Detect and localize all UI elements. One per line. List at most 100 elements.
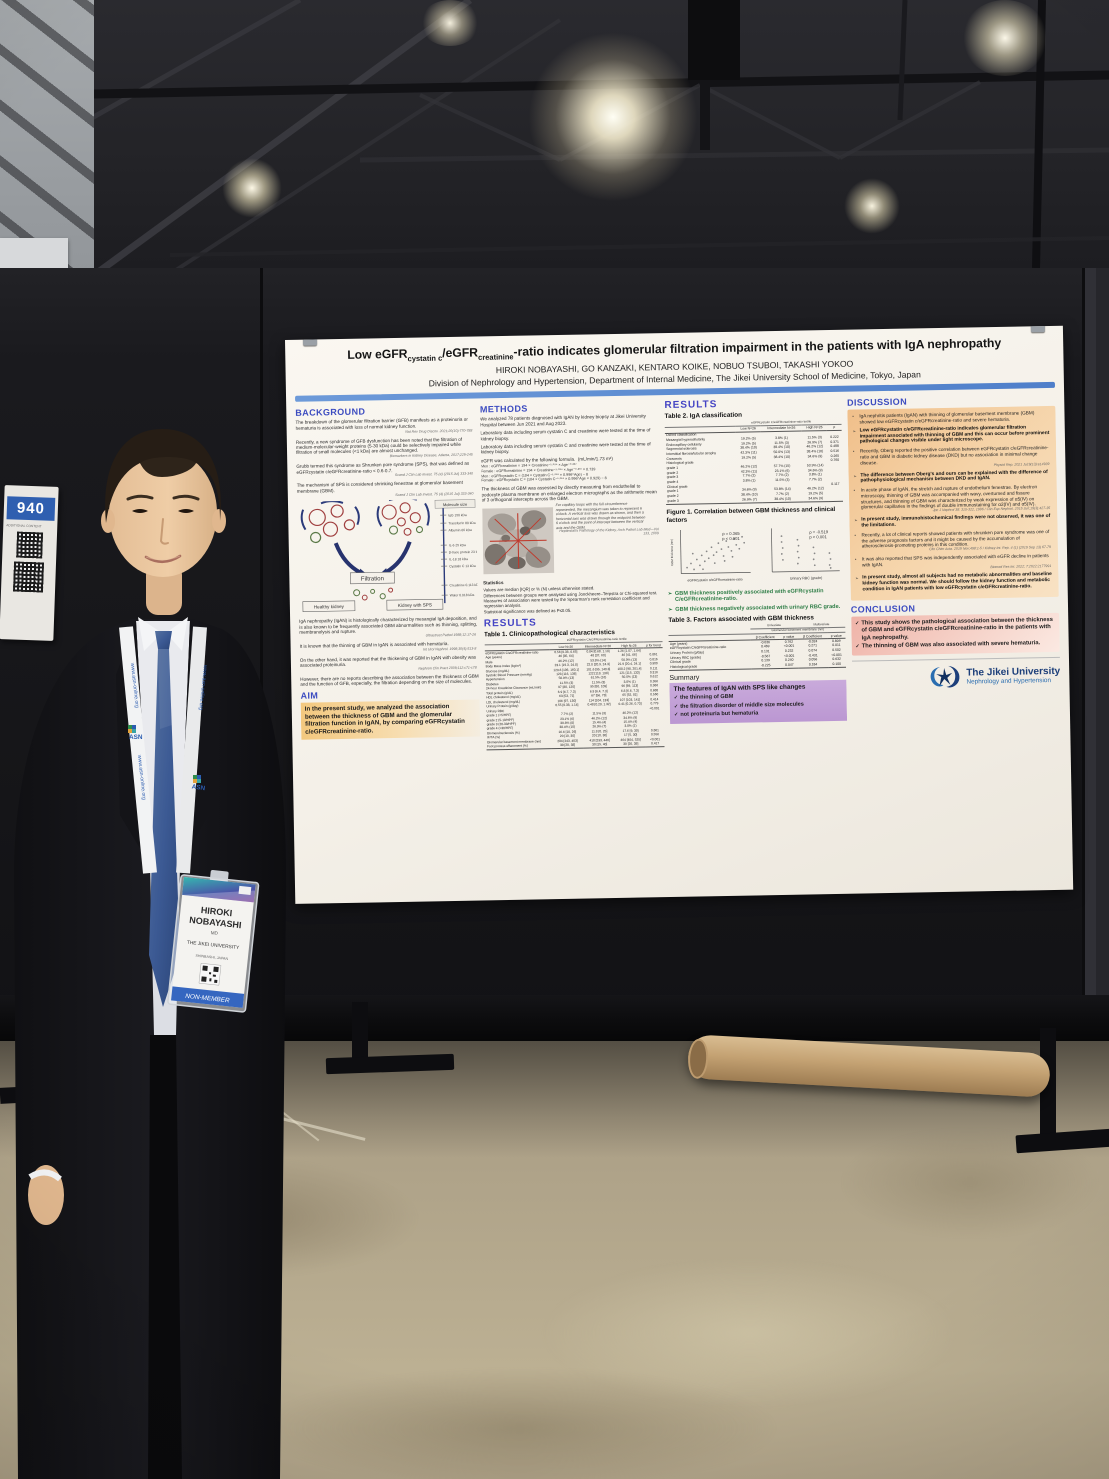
university-logo: The Jikei University Nephrology and Hype…: [851, 656, 1061, 694]
discussion-item: ➢ Low eGFRcystatin c/eGFRcreatinine-rati…: [852, 425, 1050, 445]
discussion-item: • Recently, a lot of clinical reports sh…: [854, 529, 1051, 552]
hair-fringe: [140, 457, 196, 477]
check-icon: ✓: [855, 643, 860, 650]
discussion-item: • Recently, Oberg reported the positive …: [852, 445, 1050, 467]
bullet-icon: •: [854, 556, 857, 562]
electron-micrograph: [481, 507, 554, 575]
tie-blade: [149, 649, 180, 1007]
column-background: BACKGROUND The breakdown of the glomerul…: [295, 404, 482, 879]
eyebrow: [172, 494, 200, 501]
asn-logo-icon: ASN: [191, 775, 206, 792]
svg-text:Filtration: Filtration: [361, 577, 384, 583]
background-paragraph: The breakdown of the glomerular filtrati…: [295, 417, 473, 434]
badge-category: NON-MEMBER: [185, 993, 230, 1005]
svg-text:IL-6 25 kDa: IL-6 25 kDa: [449, 544, 466, 548]
table-row: Histological grade -0.225 0.047 0.184 0.100: [669, 662, 846, 671]
discussion-item: ➢ In present study, immunohistochemical …: [854, 514, 1051, 529]
bullet-icon: ➢: [852, 428, 856, 434]
asn-logo-icon: ASN: [128, 725, 143, 741]
discussion-item: ➢ In present study, almost all subjects …: [855, 571, 1052, 593]
svg-text:p < 0.001: p < 0.001: [810, 534, 828, 539]
bullet-icon: ➢: [854, 517, 858, 523]
shirt-collar: [138, 617, 162, 651]
stand-post: [352, 1002, 368, 1064]
stand-post: [1040, 1028, 1056, 1140]
board-edge: [1082, 268, 1109, 1040]
bullet-icon: •: [852, 414, 854, 420]
background-paragraph: The mechanism of SPS is considered shrin…: [296, 480, 474, 497]
results-heading: RESULTS: [483, 617, 537, 630]
discussion-item: ➢ The difference between Oberg's and our…: [853, 469, 1048, 484]
gbm-measurement-text: The thickness of GBM was assessed by dir…: [481, 483, 657, 503]
svg-text:Water 0.018 kDa: Water 0.018 kDa: [450, 593, 475, 597]
bullet-icon: •: [852, 448, 855, 454]
background-paragraph: Grubb termed this syndrome as Shrunken p…: [296, 460, 474, 478]
eyebrow: [126, 494, 154, 501]
svg-text:β-trace protein 23 kDa: β-trace protein 23 kDa: [449, 550, 478, 555]
board-seam: [260, 268, 263, 1040]
table2-iga-classification: eGFRcystatin C/eGFRcreatinine-ratio tert…: [664, 419, 843, 505]
research-poster: Low eGFRcystatin c/eGFRcreatinine-ratio …: [285, 325, 1074, 904]
binder-clip-icon: [1030, 325, 1045, 333]
methods-paragraph: We analyzed 78 patients diagnosed with I…: [480, 413, 646, 428]
finding-bullet: GBM thickness negatively associated with…: [668, 604, 845, 614]
check-icon: ✓: [674, 712, 679, 719]
scatter-plot-gbm-vs-rbc: ρ = -0.519 p < 0.001 Urinary RBC (grade): [771, 527, 841, 581]
bullet-icon: ➢: [853, 473, 857, 479]
lanyard-strap: [176, 626, 207, 874]
shirt-collar: [166, 617, 188, 651]
badge-organization: THE JIKEI UNIVERSITY: [187, 940, 241, 952]
svg-text:Albumin 66 kDa: Albumin 66 kDa: [448, 528, 472, 532]
svg-text:Kidney with SPS: Kidney with SPS: [398, 603, 432, 609]
svg-text:Healthy kidney: Healthy kidney: [314, 604, 345, 610]
background-paragraph: IgA nephropathy (IgAN) is histologically…: [299, 616, 478, 638]
conference-badge: HIROKI NOBAYASHI MD THE JIKEI UNIVERSITY…: [167, 869, 260, 1013]
micrograph-caption: For capillary loops with the full circum…: [555, 502, 659, 536]
column-discussion: DISCUSSION • IgA nephritis patients (IgA…: [847, 393, 1064, 869]
ear: [101, 509, 115, 533]
lanyard-url: www.asn-online.org: [136, 755, 147, 801]
conclusion-item: ✓ This study shows the pathological asso…: [855, 617, 1054, 641]
hand: [28, 1165, 64, 1225]
svg-text:p < 0.001: p < 0.001: [722, 535, 740, 540]
table3-gbm-factors: Univariate Multivariate Glomerular baseme…: [668, 622, 846, 671]
summary-item: ✓ not proteinuria but hematuria: [674, 710, 759, 719]
figure1-title: Figure 1. Correlation between GBM thickn…: [666, 506, 836, 524]
discussion-item: • IgA nephritis patients (IgAN) with thi…: [852, 410, 1035, 425]
bullet-icon: •: [854, 532, 856, 538]
methods-paragraph: Laboratory data including serum cystatin…: [480, 441, 651, 455]
check-icon: ✓: [673, 703, 679, 710]
svg-text:IgG 150 kDa: IgG 150 kDa: [448, 514, 467, 518]
scatter-plot-gbm-vs-ratio: ρ = 0.365 p < 0.001 GBM thickness (nm) e…: [670, 529, 751, 582]
mouth: [144, 554, 182, 564]
badge-credential: MD: [210, 930, 218, 936]
svg-text:Cystatin C 13 kDa: Cystatin C 13 kDa: [449, 564, 476, 568]
aim-text: In the present study, we analyzed the as…: [304, 702, 465, 736]
tie-knot: [155, 631, 172, 649]
face: [109, 449, 217, 577]
lanyard-url: www.asn-online.org: [129, 663, 140, 709]
background-paragraph: Recently, a new syndrome of GFB dysfunct…: [295, 436, 473, 459]
svg-text:ASN: ASN: [191, 783, 206, 792]
aim-box: In the present study, we analyzed the as…: [300, 699, 480, 740]
column-methods: METHODS We analyzed 78 patients diagnose…: [480, 401, 667, 876]
jikei-logo-icon: [930, 665, 960, 688]
presenter: www.asn-online.org www.asn-online.org ww…: [14, 429, 287, 1479]
filtration-diagram: Filtration Healthy kidney Kidney with SP…: [300, 497, 482, 613]
hair: [105, 429, 221, 523]
conclusion-box: ✓ This study shows the pathological asso…: [850, 612, 1060, 656]
svg-text:Urinary RBC (grade): Urinary RBC (grade): [790, 576, 823, 581]
eye: [132, 509, 148, 513]
table1-clinicopathological: eGFRcystatin C/eGFRcreatinine-ratio tert…: [484, 637, 665, 751]
badge-location: SHINBASHI, JAPAN: [195, 954, 228, 961]
methods-paragraph: Laboratory data including serum cystatin…: [480, 427, 651, 442]
ear: [212, 509, 226, 533]
bullet-icon: ➢: [855, 575, 859, 581]
background-heading: BACKGROUND: [295, 406, 366, 419]
bullet-icon: •: [853, 487, 856, 493]
svg-text:Creatinine 0.113 kDa: Creatinine 0.113 kDa: [449, 583, 478, 588]
background-paragraph: On the other hand, it was reported that …: [299, 654, 477, 671]
finding-bullet: GBM thickness positively associated with…: [668, 587, 845, 604]
lanyard-url: www.asn-online.org: [197, 665, 208, 711]
